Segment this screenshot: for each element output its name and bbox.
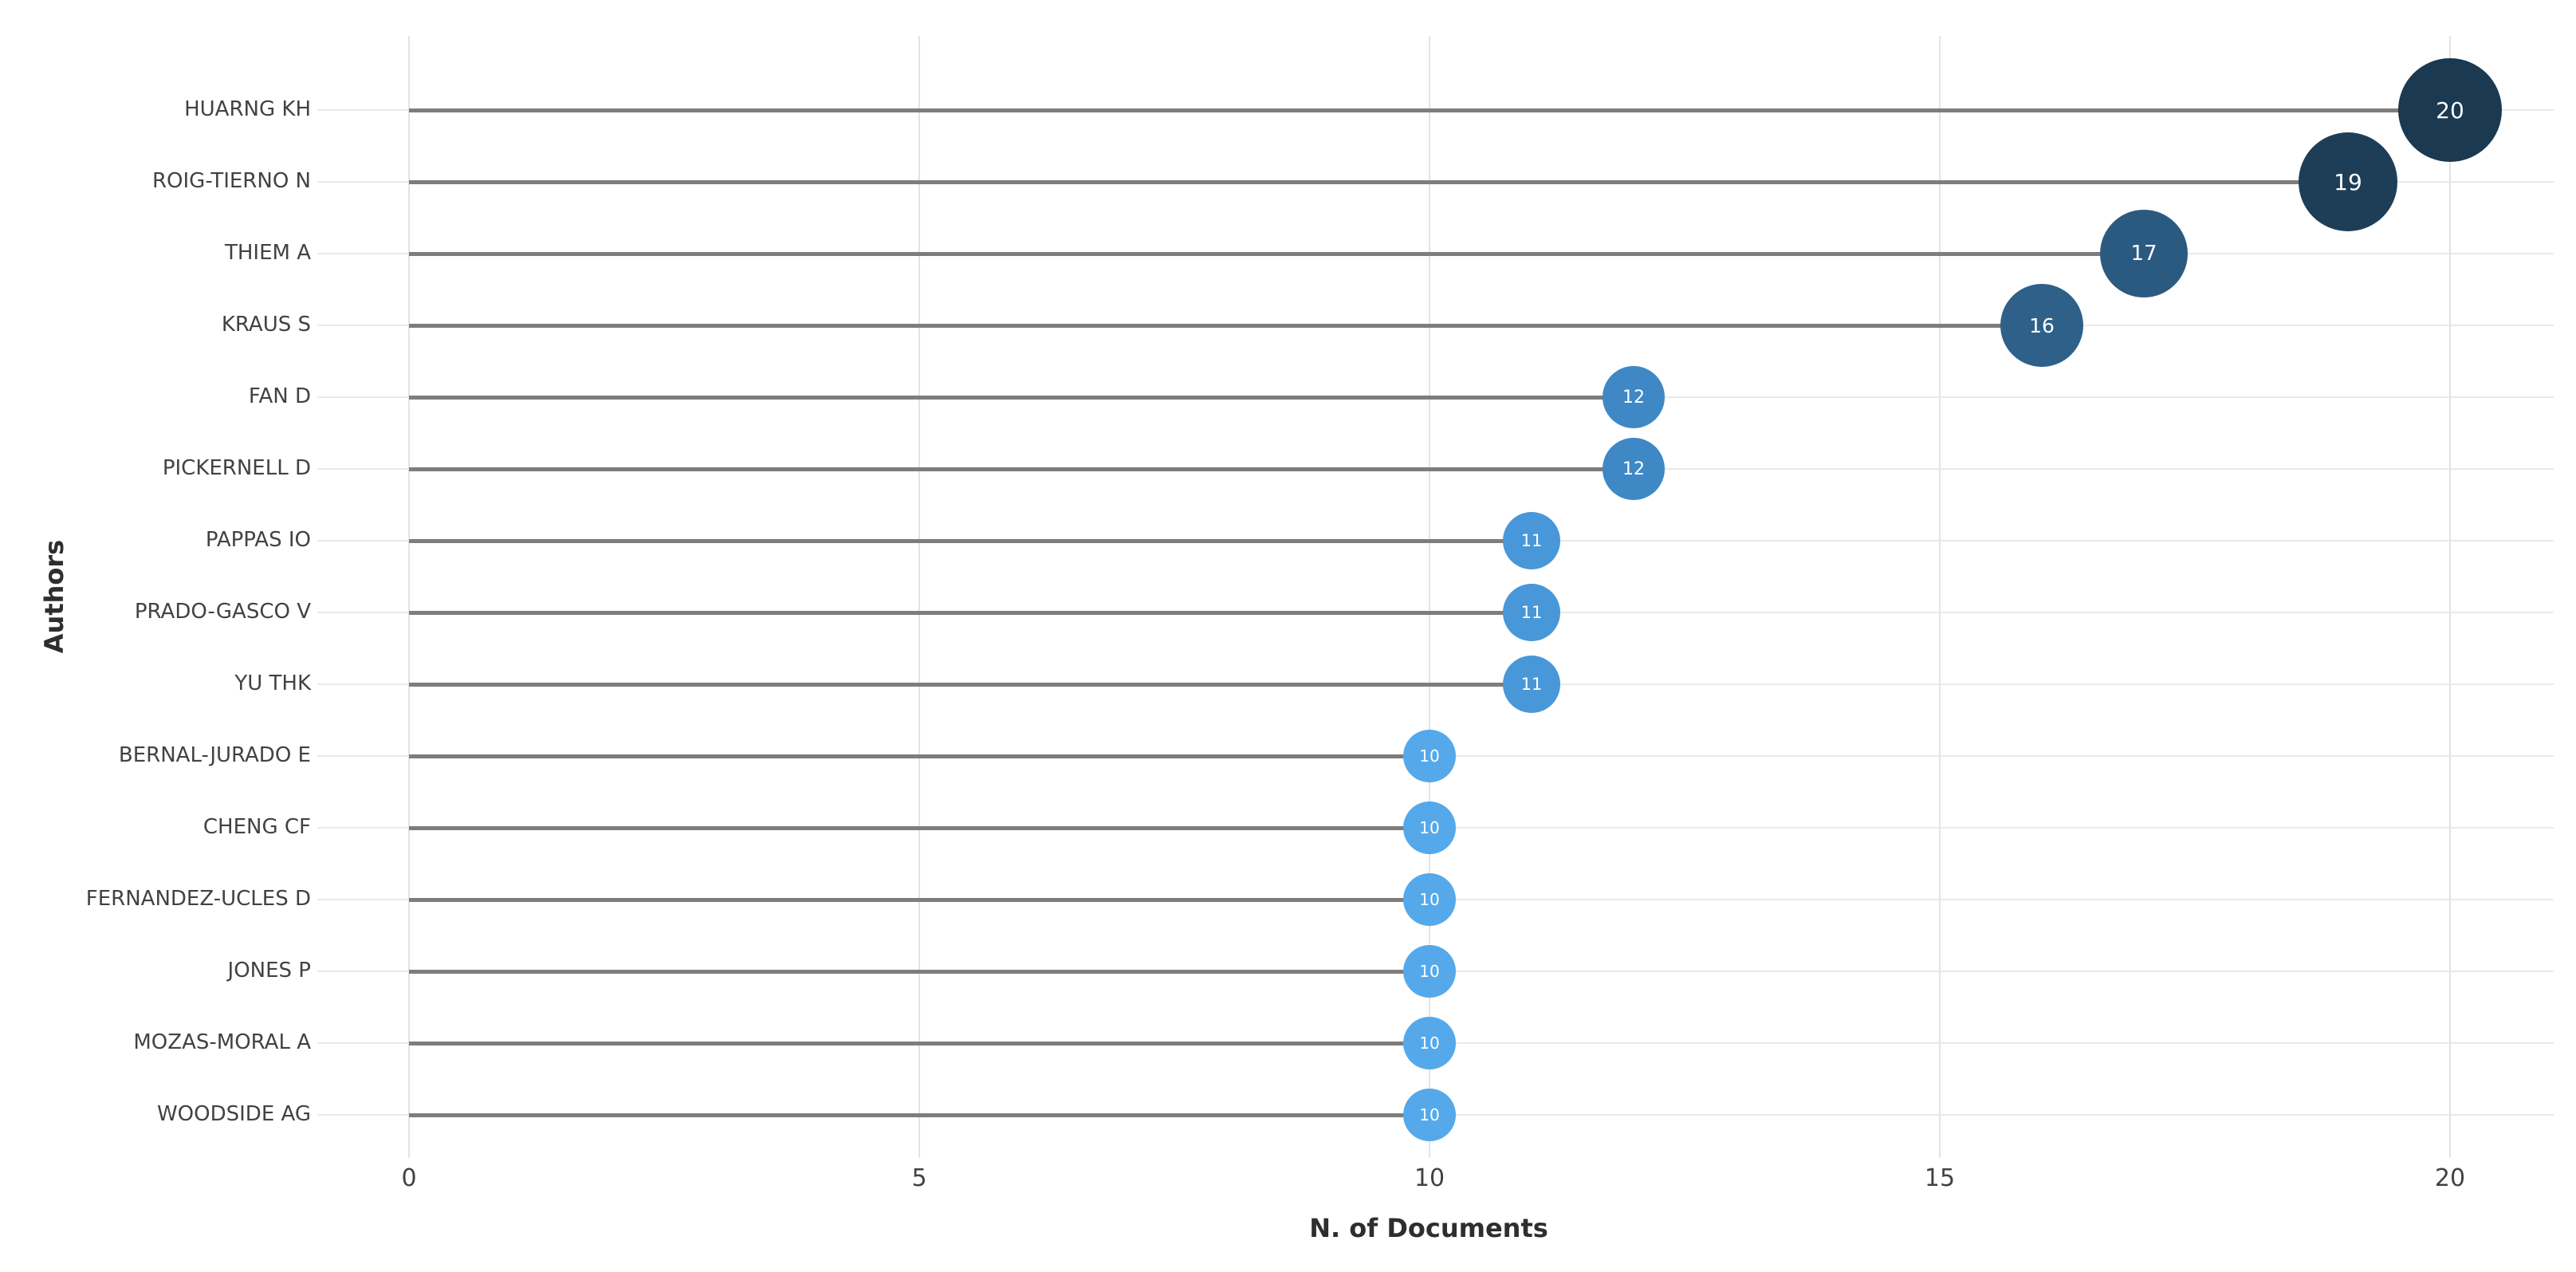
bubble-value-label: 12 — [1622, 387, 1645, 408]
document-count-bubble[interactable]: 10 — [1403, 1017, 1456, 1069]
lollipop-stem — [409, 754, 1430, 758]
author-label: ROIG-TIERNO N — [151, 169, 311, 193]
bubble-value-label: 19 — [2334, 168, 2362, 195]
x-axis-title: N. of Documents — [1309, 1213, 1548, 1243]
bubble-value-label: 16 — [2029, 313, 2055, 337]
document-count-bubble[interactable]: 12 — [1603, 438, 1665, 500]
author-label: FERNANDEZ-UCLES D — [85, 887, 311, 911]
document-count-bubble[interactable]: 19 — [2299, 132, 2397, 231]
lollipop-stem — [409, 826, 1430, 830]
bubble-value-label: 10 — [1419, 746, 1440, 766]
bubble-value-label: 11 — [1520, 531, 1543, 550]
bubble-value-label: 10 — [1419, 1034, 1440, 1053]
bubble-value-label: 20 — [2436, 96, 2464, 124]
document-count-bubble[interactable]: 17 — [2100, 210, 2188, 297]
lollipop-stem — [409, 1113, 1430, 1117]
x-gridline — [918, 36, 920, 1158]
lollipop-stem — [409, 970, 1430, 974]
document-count-bubble[interactable]: 10 — [1403, 801, 1456, 854]
lollipop-stem — [409, 324, 2042, 328]
author-label: THIEM A — [224, 241, 311, 265]
x-tick-label: 10 — [1414, 1164, 1445, 1192]
author-label: HUARNG KH — [184, 97, 311, 121]
x-gridline — [1939, 36, 1941, 1158]
document-count-bubble[interactable]: 10 — [1403, 873, 1456, 926]
author-label: PAPPAS IO — [205, 528, 311, 552]
bubble-value-label: 11 — [1520, 603, 1543, 622]
bubble-value-label: 11 — [1520, 675, 1543, 694]
author-label: YU THK — [234, 671, 311, 695]
bubble-value-label: 12 — [1622, 459, 1645, 479]
document-count-bubble[interactable]: 12 — [1603, 366, 1665, 428]
x-tick-label: 0 — [401, 1164, 417, 1192]
author-label: FAN D — [248, 384, 311, 408]
document-count-bubble[interactable]: 20 — [2398, 58, 2502, 162]
bubble-value-label: 10 — [1419, 1105, 1440, 1124]
lollipop-stem — [409, 108, 2450, 112]
author-label: PRADO-GASCO V — [134, 600, 311, 624]
author-label: WOODSIDE AG — [156, 1102, 311, 1126]
author-label: KRAUS S — [221, 313, 311, 337]
bubble-value-label: 10 — [1419, 962, 1440, 981]
author-label: MOZAS-MORAL A — [133, 1030, 311, 1054]
lollipop-stem — [409, 467, 1634, 471]
x-gridline — [408, 36, 410, 1158]
lollipop-stem — [409, 252, 2144, 256]
y-axis-title: Authors — [39, 539, 69, 654]
x-gridline — [1429, 36, 1430, 1158]
x-gridline — [2449, 36, 2451, 1158]
document-count-bubble[interactable]: 10 — [1403, 1089, 1456, 1141]
bubble-value-label: 17 — [2130, 242, 2157, 266]
lollipop-stem — [409, 539, 1532, 543]
lollipop-stem — [409, 1042, 1430, 1046]
document-count-bubble[interactable]: 11 — [1503, 584, 1560, 641]
bubble-value-label: 10 — [1419, 890, 1440, 909]
author-label: JONES P — [227, 959, 311, 983]
lollipop-stem — [409, 611, 1532, 615]
bubble-value-label: 10 — [1419, 818, 1440, 837]
document-count-bubble[interactable]: 10 — [1403, 730, 1456, 782]
x-tick-label: 20 — [2434, 1164, 2466, 1192]
author-label: CHENG CF — [203, 815, 311, 839]
document-count-bubble[interactable]: 11 — [1503, 512, 1560, 569]
document-count-bubble[interactable]: 10 — [1403, 945, 1456, 998]
lollipop-stem — [409, 683, 1532, 687]
lollipop-stem — [409, 898, 1430, 902]
author-label: BERNAL-JURADO E — [118, 743, 311, 767]
x-tick-label: 5 — [911, 1164, 927, 1192]
lollipop-stem — [409, 396, 1634, 400]
author-label: PICKERNELL D — [162, 456, 311, 480]
lollipop-stem — [409, 180, 2348, 184]
x-tick-label: 15 — [1924, 1164, 1956, 1192]
document-count-bubble[interactable]: 16 — [2000, 284, 2083, 367]
document-count-bubble[interactable]: 11 — [1503, 656, 1560, 713]
